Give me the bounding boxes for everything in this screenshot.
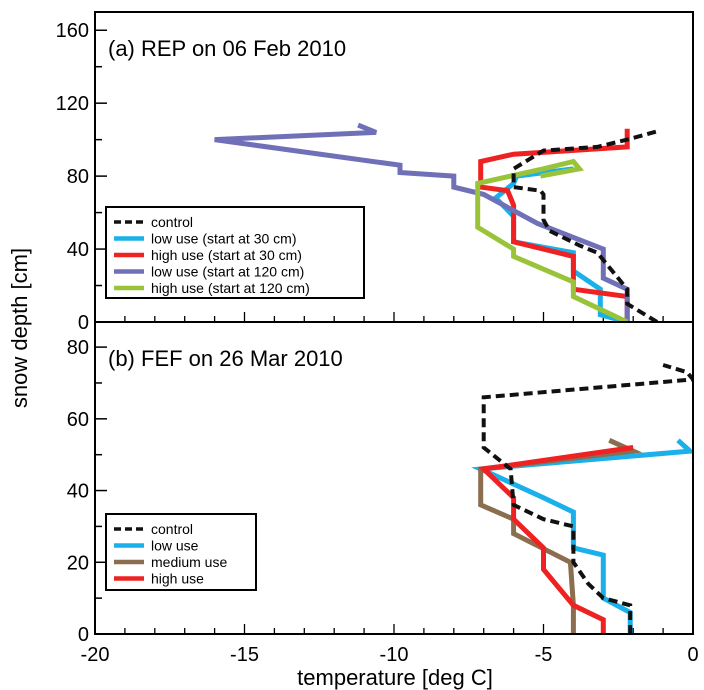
legend-label: low use <box>151 538 199 554</box>
y-tick-label: 60 <box>67 409 89 431</box>
x-tick-label: -20 <box>81 644 110 666</box>
y-tick-label: 40 <box>67 239 89 261</box>
legend-box <box>105 206 365 299</box>
panel-title: (a) REP on 06 Feb 2010 <box>108 36 346 61</box>
y-tick-label: 20 <box>67 552 89 574</box>
panel-b: 0 20 40 60 80 -20 -15 -10 -5 0 (b) FEF on 26 Mar 2… <box>67 321 699 666</box>
series-line-low-use-start-at-120-cm- <box>214 122 630 322</box>
legend-label: control <box>151 521 193 537</box>
y-tick-label: 0 <box>78 312 89 334</box>
legend-label: low use (start at 120 cm) <box>151 264 304 280</box>
legend-label: control <box>151 214 193 230</box>
legend-label: medium use <box>151 554 227 570</box>
series-line-high-use-start-at-30-cm- <box>478 128 630 322</box>
x-axis-title: temperature [deg C] <box>297 665 493 690</box>
y-tick-label: 80 <box>67 337 89 359</box>
legend-label: high use (start at 30 cm) <box>151 247 302 263</box>
y-tick-label: 160 <box>56 20 89 42</box>
panel-title: (b) FEF on 26 Mar 2010 <box>108 346 343 371</box>
y-tick-label: 40 <box>67 481 89 503</box>
x-tick-label: 0 <box>687 644 698 666</box>
x-tick-label: -10 <box>380 644 409 666</box>
series-line-control <box>481 363 693 634</box>
series-line-low-use <box>471 438 693 634</box>
y-axis-title: snow depth [cm] <box>7 248 32 408</box>
legend-label: low use (start at 30 cm) <box>151 231 297 247</box>
series-line-high-use-start-at-120-cm- <box>475 158 629 322</box>
x-tick-label: -15 <box>230 644 259 666</box>
legend-label: high use <box>151 571 204 587</box>
y-tick-label: 0 <box>78 624 89 646</box>
plot-frame <box>94 321 694 635</box>
legend-label: high use (start at 120 cm) <box>151 280 310 296</box>
series-line-control <box>511 128 661 322</box>
x-tick-label: -5 <box>535 644 553 666</box>
panel-a: 0 40 80 120 160 (a) REP on 06 Feb 2010 control… <box>56 11 694 334</box>
y-tick-label: 80 <box>67 166 89 188</box>
series-line-high-use <box>478 445 634 634</box>
y-tick-label: 120 <box>56 93 89 115</box>
series-line-low-use-start-at-30-cm- <box>491 166 628 322</box>
